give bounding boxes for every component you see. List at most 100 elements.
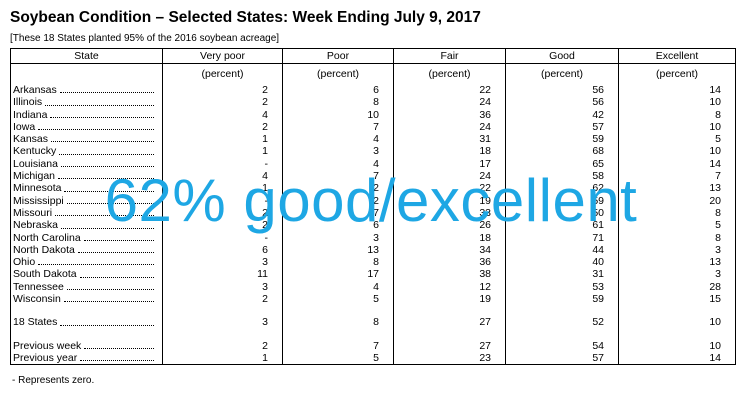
value-cell: 13 <box>282 243 394 257</box>
value-cell: 4 <box>282 280 394 294</box>
data-row: 18 States 3 8 27 52 10 <box>10 316 736 329</box>
state-name: Missouri <box>13 206 53 219</box>
leader-dots <box>80 352 154 362</box>
state-cell: Iowa <box>10 120 163 134</box>
value-cell: 57 <box>505 351 619 366</box>
state-cell: Previous year <box>10 351 163 366</box>
value-cell: 4 <box>282 133 394 146</box>
column-header: Excellent <box>618 48 736 64</box>
value-cell: 2 <box>162 339 283 352</box>
value-cell: 24 <box>393 120 506 134</box>
spacer-cell <box>393 328 506 340</box>
data-row: Illinois 2 8 24 56 10 <box>10 96 736 109</box>
spacer-cell <box>282 305 394 317</box>
value-cell: 1 <box>162 351 283 366</box>
value-cell: 42 <box>505 108 619 121</box>
leader-dots <box>45 96 154 106</box>
leader-dots <box>84 340 154 349</box>
spacer-cell <box>10 305 163 317</box>
value-cell: 59 <box>505 293 619 306</box>
spacer-row <box>10 328 736 340</box>
value-cell: 5 <box>618 219 736 232</box>
value-cell: 8 <box>618 108 736 121</box>
value-cell: 10 <box>618 120 736 134</box>
title: Soybean Condition – Selected States: Wee… <box>10 9 481 26</box>
value-cell: 8 <box>618 206 736 220</box>
value-cell: 10 <box>282 108 394 121</box>
data-row: Missouri 2 7 33 50 8 <box>10 206 736 220</box>
leader-dots <box>58 170 154 180</box>
data-row: Indiana 4 10 36 42 8 <box>10 108 736 121</box>
state-name: Ohio <box>13 256 36 269</box>
value-cell: 52 <box>505 316 619 329</box>
value-cell: 2 <box>162 293 283 306</box>
value-cell: 14 <box>618 84 736 97</box>
value-cell: 3 <box>162 316 283 329</box>
state-name: Michigan <box>13 170 56 183</box>
state-name: Minnesota <box>13 182 62 195</box>
value-cell: 34 <box>393 243 506 257</box>
state-cell: Previous week <box>10 339 163 352</box>
value-cell: 56 <box>505 96 619 109</box>
leader-dots <box>64 182 154 192</box>
data-row: Kentucky 1 3 18 68 10 <box>10 145 736 158</box>
value-cell: 4 <box>162 108 283 121</box>
state-name: Louisiana <box>13 157 58 170</box>
value-cell: 5 <box>282 351 394 366</box>
state-name: Kansas <box>13 133 49 146</box>
value-cell: 10 <box>618 145 736 158</box>
value-cell: 36 <box>393 108 506 121</box>
state-name: 18 States <box>13 316 58 329</box>
value-cell: 23 <box>393 351 506 366</box>
leader-dots <box>50 109 154 118</box>
value-cell: 27 <box>393 339 506 352</box>
data-row: Mississippi -2 19 59 20 <box>10 194 736 207</box>
leader-dots <box>77 244 154 254</box>
unit-cell: (percent) <box>282 63 394 84</box>
header-row: State Very poor Poor Fair Good Excellent <box>10 48 736 64</box>
leader-dots <box>63 293 154 303</box>
value-cell: 24 <box>393 96 506 109</box>
column-header: Poor <box>282 48 394 64</box>
value-cell: 13 <box>618 256 736 269</box>
value-cell: 3 <box>618 243 736 257</box>
spacer-cell <box>393 305 506 317</box>
column-header: Very poor <box>162 48 283 64</box>
leader-dots <box>83 232 154 241</box>
leader-dots <box>51 133 154 143</box>
value-cell: 22 <box>393 84 506 97</box>
state-cell: Kentucky <box>10 145 163 158</box>
unit-row: (percent) (percent) (percent) (percent) (per… <box>10 63 736 84</box>
spacer-cell <box>10 328 163 340</box>
subtitle: [These 18 States planted 95% of the 2016… <box>10 33 280 44</box>
value-cell: 3 <box>162 280 283 294</box>
state-name: Illinois <box>13 96 43 109</box>
state-cell: Ohio <box>10 256 163 269</box>
spacer-cell <box>505 328 619 340</box>
value-cell: 7 <box>618 170 736 183</box>
value-cell: 31 <box>393 133 506 146</box>
column-header: State <box>10 48 163 64</box>
state-name: Mississippi <box>13 194 64 207</box>
value-cell: 10 <box>618 96 736 109</box>
value-cell: 27 <box>393 316 506 329</box>
state-cell: Mississippi <box>10 194 163 207</box>
data-row: North Dakota 6 13 34 44 3 <box>10 243 736 257</box>
leader-dots <box>55 207 154 217</box>
value-cell: 54 <box>505 339 619 352</box>
value-cell: 10 <box>618 316 736 329</box>
value-cell: 56 <box>505 84 619 97</box>
value-cell: 8 <box>282 256 394 269</box>
value-cell: 36 <box>393 256 506 269</box>
data-row: Arkansas 2 6 22 56 14 <box>10 84 736 97</box>
value-cell: 5 <box>282 293 394 306</box>
state-name: Kentucky <box>13 145 57 158</box>
value-cell: 8 <box>618 231 736 244</box>
state-name: Previous week <box>13 339 82 352</box>
spacer-cell <box>282 328 394 340</box>
spacer-cell <box>162 305 283 317</box>
value-cell: 2 <box>162 120 283 134</box>
state-name: South Dakota <box>13 268 77 281</box>
state-name: Previous year <box>13 351 78 364</box>
